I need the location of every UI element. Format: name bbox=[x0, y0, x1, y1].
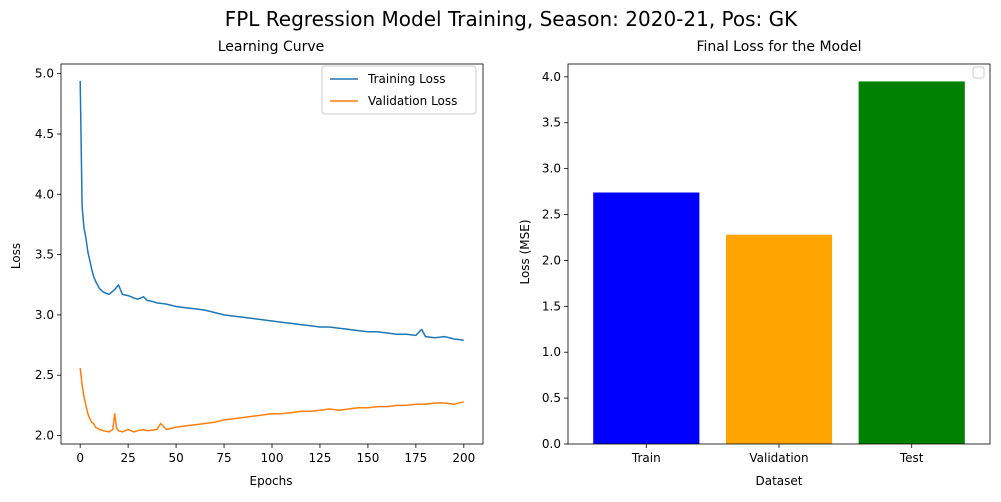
series-line-training-loss bbox=[79, 80, 464, 342]
legend-box bbox=[321, 65, 477, 115]
x-tick-label: 125 bbox=[309, 451, 332, 465]
y-tick-label: 4.0 bbox=[35, 187, 54, 201]
empty-legend-box bbox=[972, 66, 985, 79]
series-line-validation-loss bbox=[79, 367, 464, 433]
legend-label: Training Loss bbox=[367, 72, 445, 86]
y-tick-label: 2.0 bbox=[542, 253, 561, 267]
y-tick-label: 1.0 bbox=[542, 345, 561, 359]
bar-test bbox=[858, 81, 965, 445]
bar-train bbox=[593, 192, 700, 444]
final-loss-xlabel: Dataset bbox=[756, 474, 803, 488]
x-tick-label: 75 bbox=[216, 451, 231, 465]
y-tick-label: 3.0 bbox=[542, 162, 561, 176]
legend-label: Validation Loss bbox=[368, 94, 457, 108]
figure-suptitle: FPL Regression Model Training, Season: 2… bbox=[225, 7, 798, 31]
y-tick-label: 0.0 bbox=[542, 437, 561, 451]
x-tick-label: 150 bbox=[356, 451, 379, 465]
x-tick-label: 200 bbox=[452, 451, 475, 465]
learning-curve-title: Learning Curve bbox=[218, 39, 325, 55]
learning-curve-legend: Training Loss Validation Loss bbox=[321, 65, 477, 115]
x-tick-label: 100 bbox=[261, 451, 284, 465]
x-tick-label: 0 bbox=[76, 451, 84, 465]
learning-curve-ylabel: Loss bbox=[9, 243, 23, 269]
y-tick-label: 0.5 bbox=[542, 391, 561, 405]
y-tick-label: 4.5 bbox=[35, 127, 54, 141]
x-tick-label: Validation bbox=[749, 451, 808, 465]
y-tick-label: 2.0 bbox=[35, 429, 54, 443]
y-tick-label: 2.5 bbox=[542, 208, 561, 222]
x-tick-label: 175 bbox=[404, 451, 427, 465]
final-loss-plot: Train Validation Test 0.0 0.5 1.0 1.5 2.0 2.5 3.0… bbox=[542, 63, 991, 465]
y-tick-label: 3.0 bbox=[35, 308, 54, 322]
bar-validation bbox=[725, 234, 833, 444]
x-tick-label: Test bbox=[899, 451, 924, 465]
y-tick-label: 3.5 bbox=[35, 248, 54, 262]
x-tick-label: 25 bbox=[120, 451, 135, 465]
y-tick-label: 5.0 bbox=[35, 67, 54, 81]
learning-curve-plot: 0 25 50 75 100 125 150 175 200 2.0 2.5 3.0 3.5 4.0 4.5… bbox=[35, 63, 484, 465]
x-tick-label: 50 bbox=[168, 451, 183, 465]
y-tick-label: 1.5 bbox=[542, 299, 561, 313]
x-tick-label: Train bbox=[631, 451, 661, 465]
y-tick-label: 2.5 bbox=[35, 368, 54, 382]
learning-curve-frame bbox=[60, 63, 484, 445]
y-tick-label: 3.5 bbox=[542, 116, 561, 130]
learning-curve-xlabel: Epochs bbox=[250, 474, 293, 488]
y-tick-label: 4.0 bbox=[542, 70, 561, 84]
final-loss-title: Final Loss for the Model bbox=[696, 39, 861, 55]
final-loss-ylabel: Loss (MSE) bbox=[518, 219, 532, 284]
